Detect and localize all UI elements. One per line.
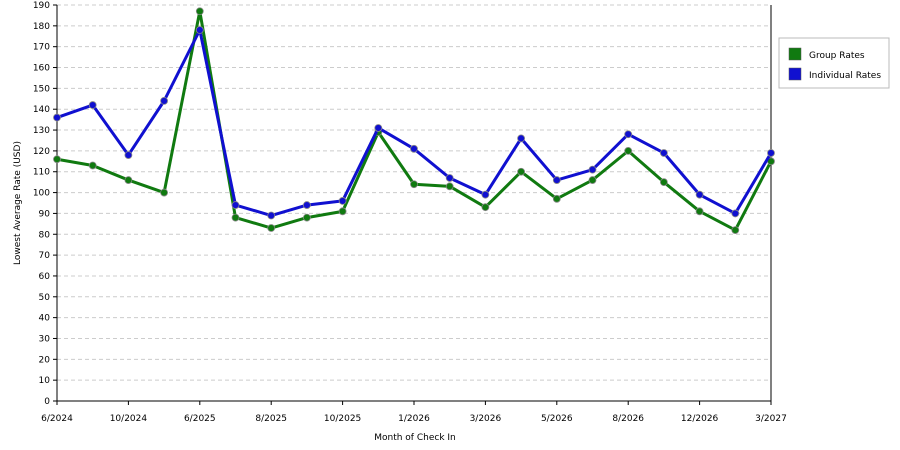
y-axis-label: Lowest Average Rate (USD) <box>13 141 23 265</box>
y-tick-label: 180 <box>33 22 50 32</box>
legend-swatch <box>788 47 802 61</box>
y-tick-label: 80 <box>39 230 51 240</box>
y-tick-label: 30 <box>39 334 51 344</box>
x-tick-label: 10/2024 <box>110 414 148 424</box>
legend-swatch <box>788 67 802 81</box>
data-point <box>53 113 61 122</box>
y-tick-label: 20 <box>39 355 51 365</box>
data-point <box>374 124 383 132</box>
data-point <box>160 96 169 105</box>
y-tick-label: 90 <box>39 209 51 219</box>
data-point <box>231 201 240 209</box>
data-point <box>53 155 61 164</box>
data-point <box>660 178 668 187</box>
data-point <box>338 197 347 205</box>
data-point <box>481 203 490 212</box>
y-tick-label: 110 <box>33 168 50 178</box>
plot-area <box>57 5 771 401</box>
data-point <box>624 146 633 155</box>
data-point <box>517 134 525 143</box>
data-point <box>124 176 133 184</box>
data-point <box>695 207 704 216</box>
x-tick-label: 3/2026 <box>470 414 502 424</box>
y-tick-label: 10 <box>39 376 51 386</box>
data-point <box>410 180 418 189</box>
x-tick-label: 5/2026 <box>541 414 573 424</box>
y-tick-label: 70 <box>39 251 51 261</box>
data-point <box>195 7 204 16</box>
data-point <box>302 213 311 222</box>
x-tick-label: 6/2025 <box>184 414 216 424</box>
y-tick-label: 0 <box>44 397 50 407</box>
data-point <box>410 144 418 153</box>
x-tick-label: 8/2025 <box>255 414 287 424</box>
data-point <box>267 224 276 232</box>
y-tick-label: 170 <box>33 43 50 53</box>
x-tick-label: 1/2026 <box>398 414 430 424</box>
y-tick-label: 60 <box>39 272 51 282</box>
data-point <box>695 190 704 199</box>
y-tick-label: 40 <box>39 314 51 324</box>
y-tick-label: 50 <box>39 293 51 303</box>
x-axis-label: Month of Check In <box>374 433 456 443</box>
data-point <box>445 174 454 182</box>
y-tick-label: 140 <box>33 105 50 115</box>
y-tick-label: 120 <box>33 147 50 157</box>
data-point <box>302 201 311 209</box>
data-point <box>267 211 276 220</box>
data-point <box>552 194 561 203</box>
data-point <box>517 167 525 176</box>
data-point <box>88 101 97 109</box>
data-point <box>88 161 97 170</box>
data-point <box>767 149 775 157</box>
data-point <box>624 130 633 139</box>
data-point <box>588 176 597 184</box>
data-point <box>552 176 561 184</box>
data-point <box>195 26 204 34</box>
x-tick-label: 6/2024 <box>41 414 73 424</box>
data-point <box>338 207 347 216</box>
data-point <box>445 182 454 191</box>
y-tick-label: 160 <box>33 64 50 74</box>
legend-label: Individual Rates <box>809 71 881 81</box>
y-tick-label: 190 <box>33 1 50 11</box>
x-tick-label: 10/2025 <box>324 414 361 424</box>
x-tick-label: 3/2027 <box>755 414 787 424</box>
legend-label: Group Rates <box>809 51 865 61</box>
data-point <box>588 165 597 174</box>
data-point <box>731 209 740 218</box>
data-point <box>160 188 169 197</box>
x-tick-label: 8/2026 <box>612 414 644 424</box>
y-tick-label: 130 <box>33 126 50 136</box>
y-tick-label: 100 <box>33 189 50 199</box>
data-point <box>124 151 133 159</box>
data-point <box>660 149 668 157</box>
data-point <box>481 190 490 199</box>
data-point <box>231 213 240 222</box>
data-point <box>731 226 740 234</box>
x-tick-label: 12/2026 <box>681 414 719 424</box>
y-tick-label: 150 <box>33 84 50 94</box>
